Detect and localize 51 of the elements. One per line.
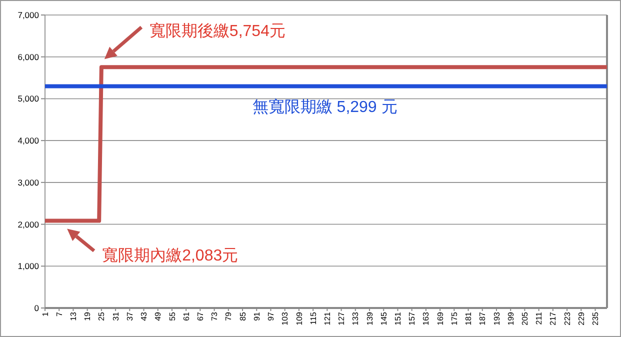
x-tick-label: 151 [394, 311, 403, 326]
y-tick-label: 4,000 [18, 136, 40, 146]
y-tick-label: 1,000 [18, 261, 40, 272]
x-tick-label: 187 [478, 311, 488, 326]
annotation: 無寬限期繳 5,299 元 [252, 98, 398, 116]
x-tick-label: 145 [379, 311, 388, 326]
x-tick-label: 67 [196, 311, 205, 321]
x-tick-label: 7 [54, 311, 64, 316]
x-tick-label: 193 [492, 311, 502, 326]
x-tick-label: 37 [125, 311, 134, 321]
x-tick-label: 79 [224, 311, 234, 321]
x-tick-label: 103 [280, 311, 290, 326]
annotation: 寬限期後繳5,754元 [149, 22, 286, 40]
x-tick-label: 43 [140, 311, 149, 321]
y-tick-label: 5,000 [18, 94, 40, 104]
x-tick-label: 199 [506, 311, 516, 326]
x-tick-label: 211 [534, 311, 544, 325]
x-tick-label: 175 [450, 311, 459, 326]
x-tick-label: 49 [154, 311, 163, 321]
x-tick-label: 163 [422, 311, 431, 326]
x-tick-label: 109 [294, 311, 304, 326]
x-tick-label: 181 [464, 311, 474, 326]
x-tick-label: 25 [97, 311, 106, 321]
x-tick-label: 127 [337, 311, 346, 326]
x-tick-label: 1 [40, 311, 50, 316]
x-tick-label: 97 [266, 311, 276, 321]
x-tick-label: 223 [562, 311, 572, 326]
x-tick-label: 235 [591, 311, 600, 326]
y-tick-label: 6,000 [18, 52, 40, 62]
y-tick-label: 2,000 [18, 219, 40, 230]
x-tick-label: 157 [408, 311, 417, 326]
x-tick-label: 31 [111, 311, 120, 321]
x-tick-label: 55 [168, 311, 177, 321]
x-tick-label: 73 [210, 311, 220, 321]
x-tick-label: 229 [576, 311, 586, 326]
x-tick-label: 217 [548, 311, 558, 326]
x-tick-label: 169 [436, 311, 445, 326]
x-tick-label: 13 [69, 311, 78, 321]
annotation: 寬限期內繳2,083元 [102, 246, 238, 264]
y-tick-label: 0 [34, 302, 40, 313]
x-tick-label: 115 [308, 311, 318, 325]
x-tick-label: 85 [238, 311, 248, 321]
x-tick-label: 133 [351, 311, 360, 326]
x-tick-label: 61 [182, 311, 191, 321]
x-tick-label: 205 [520, 311, 530, 326]
y-tick-label: 7,000 [18, 10, 40, 20]
x-tick-label: 91 [252, 311, 262, 321]
y-tick-label: 3,000 [18, 177, 40, 188]
x-tick-label: 19 [83, 311, 92, 321]
x-tick-label: 121 [322, 311, 332, 326]
x-tick-label: 139 [365, 311, 374, 326]
